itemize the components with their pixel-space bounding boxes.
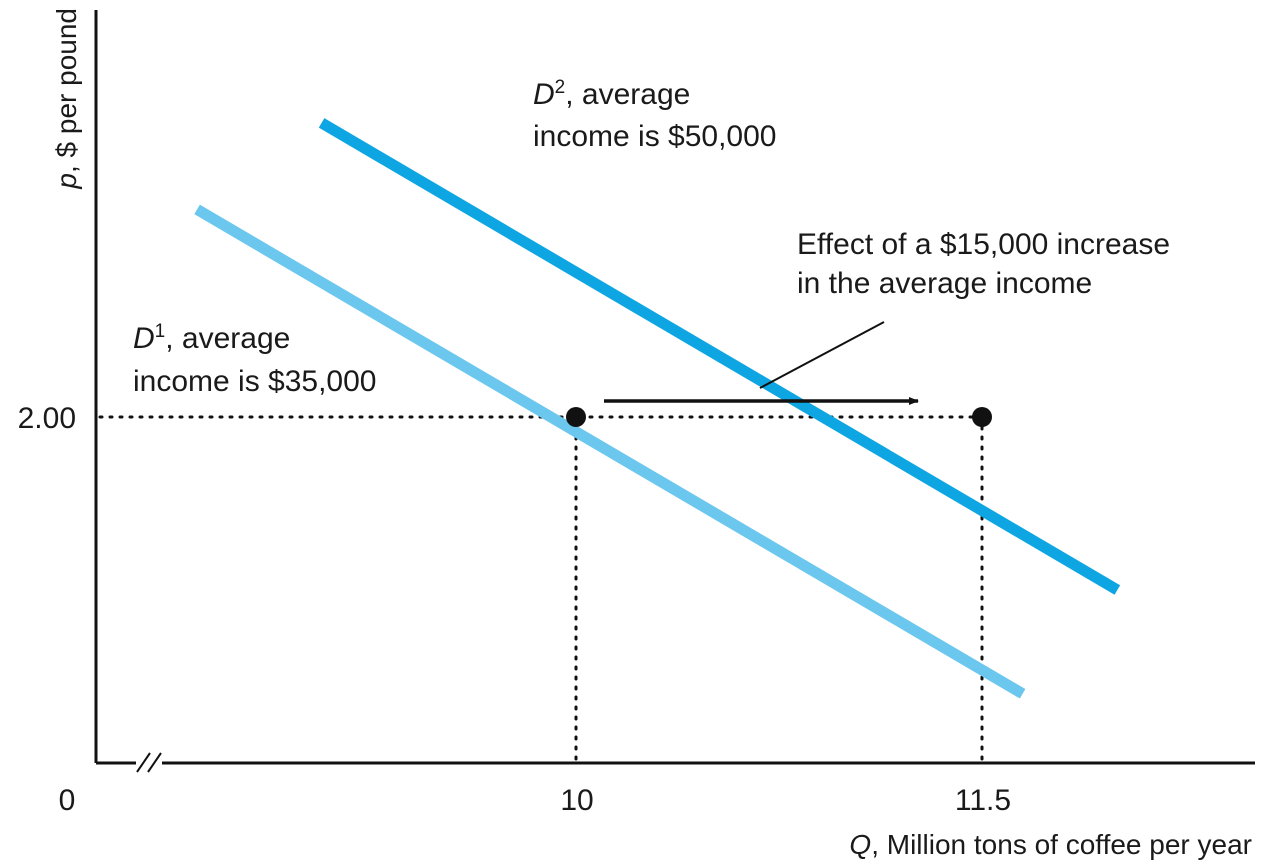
point-markers [566,407,992,427]
demand-curve-d1 [194,204,1026,699]
demand-curves [194,118,1121,699]
y-axis-title: p, $ per pound [51,8,82,190]
annotation-line2: in the average income [797,267,1092,300]
x-axis-title: Q, Million tons of coffee per year [849,829,1252,860]
x-axis-title-variable: Q [849,829,871,860]
d2-label-line1: D2, average [533,77,690,111]
d1-label-line1: D1, average [133,321,290,355]
d2-label-line2: income is $50,000 [533,120,777,153]
annotation-line1: Effect of a $15,000 increase [797,228,1170,261]
x-tick-label-11-5: 11.5 [955,784,1011,817]
equilibrium-point-2 [972,407,992,427]
d1-label-line2: income is $35,000 [133,365,377,398]
x-tick-label-origin: 0 [59,784,76,817]
demand-curve-d2 [318,118,1121,595]
equilibrium-point-1 [566,407,586,427]
y-axis-title-variable: p [51,173,82,190]
y-tick-label-2: 2.00 [18,402,76,435]
x-tick-label-10: 10 [560,784,593,817]
annotation-leader-line [759,321,885,389]
x-axis-title-text: , Million tons of coffee per year [871,829,1252,860]
axis-break-marker [136,752,162,774]
y-axis-title-text: , $ per pound [51,8,82,173]
